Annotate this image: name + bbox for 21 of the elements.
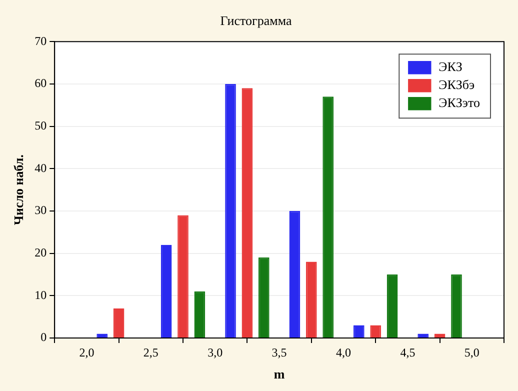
x-tick-label: 4,0 <box>336 345 351 360</box>
y-tick-label: 0 <box>40 330 47 344</box>
legend-label: ЭКЗ <box>438 59 462 74</box>
chart-title: Гистограмма <box>220 13 292 28</box>
y-tick-label: 40 <box>34 160 47 175</box>
y-tick-label: 60 <box>34 76 47 90</box>
y-tick-label: 30 <box>34 203 47 218</box>
y-tick-label: 50 <box>34 118 47 132</box>
x-tick-label: 3,0 <box>208 345 223 360</box>
x-tick-label: 2,0 <box>79 345 94 360</box>
y-tick-label: 70 <box>34 34 47 48</box>
y-tick-label: 20 <box>34 245 47 260</box>
legend-label: ЭКЗэто <box>438 95 480 110</box>
x-tick-label: 2,5 <box>143 345 158 360</box>
legend-label: ЭКЗбэ <box>438 77 476 92</box>
y-axis-title: Число набл. <box>11 154 26 226</box>
x-tick-label: 5,0 <box>464 345 480 360</box>
x-axis-title: m <box>274 366 285 382</box>
x-tick-label: 4,5 <box>400 345 416 360</box>
x-tick-label: 3,5 <box>272 345 287 360</box>
y-tick-label: 10 <box>34 288 47 302</box>
